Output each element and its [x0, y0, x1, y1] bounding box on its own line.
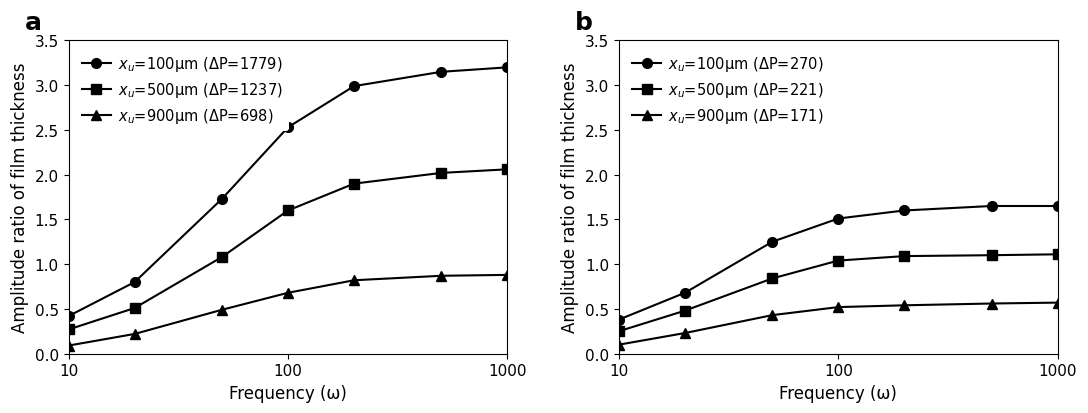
$x_u$=500μm (ΔP=1237) — [500, 167, 514, 172]
Text: b: b — [576, 11, 593, 35]
$x_u$=500μm (ΔP=221) — [898, 254, 911, 259]
$x_u$=500μm (ΔP=221) — [1051, 252, 1064, 257]
$x_u$=100μm (ΔP=270) — [1051, 204, 1064, 209]
Line: $x_u$=500μm (ΔP=221): $x_u$=500μm (ΔP=221) — [614, 250, 1063, 336]
$x_u$=100μm (ΔP=1779) — [435, 70, 448, 75]
$x_u$=900μm (ΔP=171) — [1051, 300, 1064, 305]
$x_u$=900μm (ΔP=698) — [435, 274, 448, 279]
$x_u$=100μm (ΔP=270) — [613, 317, 626, 322]
Y-axis label: Amplitude ratio of film thickness: Amplitude ratio of film thickness — [561, 63, 580, 332]
Legend: $x_u$=100μm (ΔP=270), $x_u$=500μm (ΔP=221), $x_u$=900μm (ΔP=171): $x_u$=100μm (ΔP=270), $x_u$=500μm (ΔP=22… — [627, 49, 830, 132]
$x_u$=500μm (ΔP=221) — [679, 309, 692, 313]
$x_u$=900μm (ΔP=698) — [500, 273, 514, 278]
$x_u$=900μm (ΔP=171) — [831, 305, 844, 310]
$x_u$=900μm (ΔP=171) — [679, 331, 692, 336]
$x_u$=900μm (ΔP=698) — [215, 308, 228, 313]
$x_u$=100μm (ΔP=1779) — [215, 197, 228, 202]
$x_u$=100μm (ΔP=1779) — [62, 314, 75, 319]
Y-axis label: Amplitude ratio of film thickness: Amplitude ratio of film thickness — [11, 63, 29, 332]
$x_u$=500μm (ΔP=1237) — [435, 171, 448, 176]
$x_u$=100μm (ΔP=270) — [679, 291, 692, 296]
$x_u$=100μm (ΔP=270) — [831, 216, 844, 221]
$x_u$=500μm (ΔP=1237) — [128, 306, 141, 311]
Line: $x_u$=500μm (ΔP=1237): $x_u$=500μm (ΔP=1237) — [64, 165, 512, 335]
$x_u$=100μm (ΔP=1779) — [500, 66, 514, 71]
$x_u$=500μm (ΔP=221) — [985, 253, 998, 258]
$x_u$=500μm (ΔP=1237) — [282, 209, 295, 214]
$x_u$=900μm (ΔP=698) — [62, 343, 75, 348]
$x_u$=900μm (ΔP=171) — [898, 303, 911, 308]
$x_u$=900μm (ΔP=698) — [128, 332, 141, 337]
$x_u$=100μm (ΔP=1779) — [282, 126, 295, 131]
$x_u$=100μm (ΔP=270) — [766, 240, 779, 244]
X-axis label: Frequency (ω): Frequency (ω) — [230, 384, 347, 402]
$x_u$=500μm (ΔP=1237) — [62, 327, 75, 332]
$x_u$=100μm (ΔP=1779) — [128, 280, 141, 285]
$x_u$=100μm (ΔP=1779) — [347, 84, 360, 89]
$x_u$=500μm (ΔP=1237) — [347, 182, 360, 187]
$x_u$=900μm (ΔP=171) — [766, 313, 779, 318]
Legend: $x_u$=100μm (ΔP=1779), $x_u$=500μm (ΔP=1237), $x_u$=900μm (ΔP=698): $x_u$=100μm (ΔP=1779), $x_u$=500μm (ΔP=1… — [76, 49, 288, 132]
$x_u$=900μm (ΔP=698) — [282, 291, 295, 296]
$x_u$=100μm (ΔP=270) — [898, 209, 911, 214]
Line: $x_u$=900μm (ΔP=698): $x_u$=900μm (ΔP=698) — [64, 271, 512, 351]
$x_u$=900μm (ΔP=171) — [985, 301, 998, 306]
Line: $x_u$=100μm (ΔP=1779): $x_u$=100μm (ΔP=1779) — [64, 63, 512, 321]
$x_u$=900μm (ΔP=698) — [347, 278, 360, 283]
Line: $x_u$=100μm (ΔP=270): $x_u$=100μm (ΔP=270) — [614, 202, 1063, 325]
$x_u$=500μm (ΔP=221) — [766, 276, 779, 281]
$x_u$=100μm (ΔP=270) — [985, 204, 998, 209]
$x_u$=500μm (ΔP=1237) — [215, 255, 228, 260]
$x_u$=900μm (ΔP=171) — [613, 342, 626, 347]
$x_u$=500μm (ΔP=221) — [831, 259, 844, 263]
X-axis label: Frequency (ω): Frequency (ω) — [779, 384, 898, 402]
$x_u$=500μm (ΔP=221) — [613, 329, 626, 334]
Text: a: a — [25, 11, 41, 35]
Line: $x_u$=900μm (ΔP=171): $x_u$=900μm (ΔP=171) — [614, 298, 1063, 350]
